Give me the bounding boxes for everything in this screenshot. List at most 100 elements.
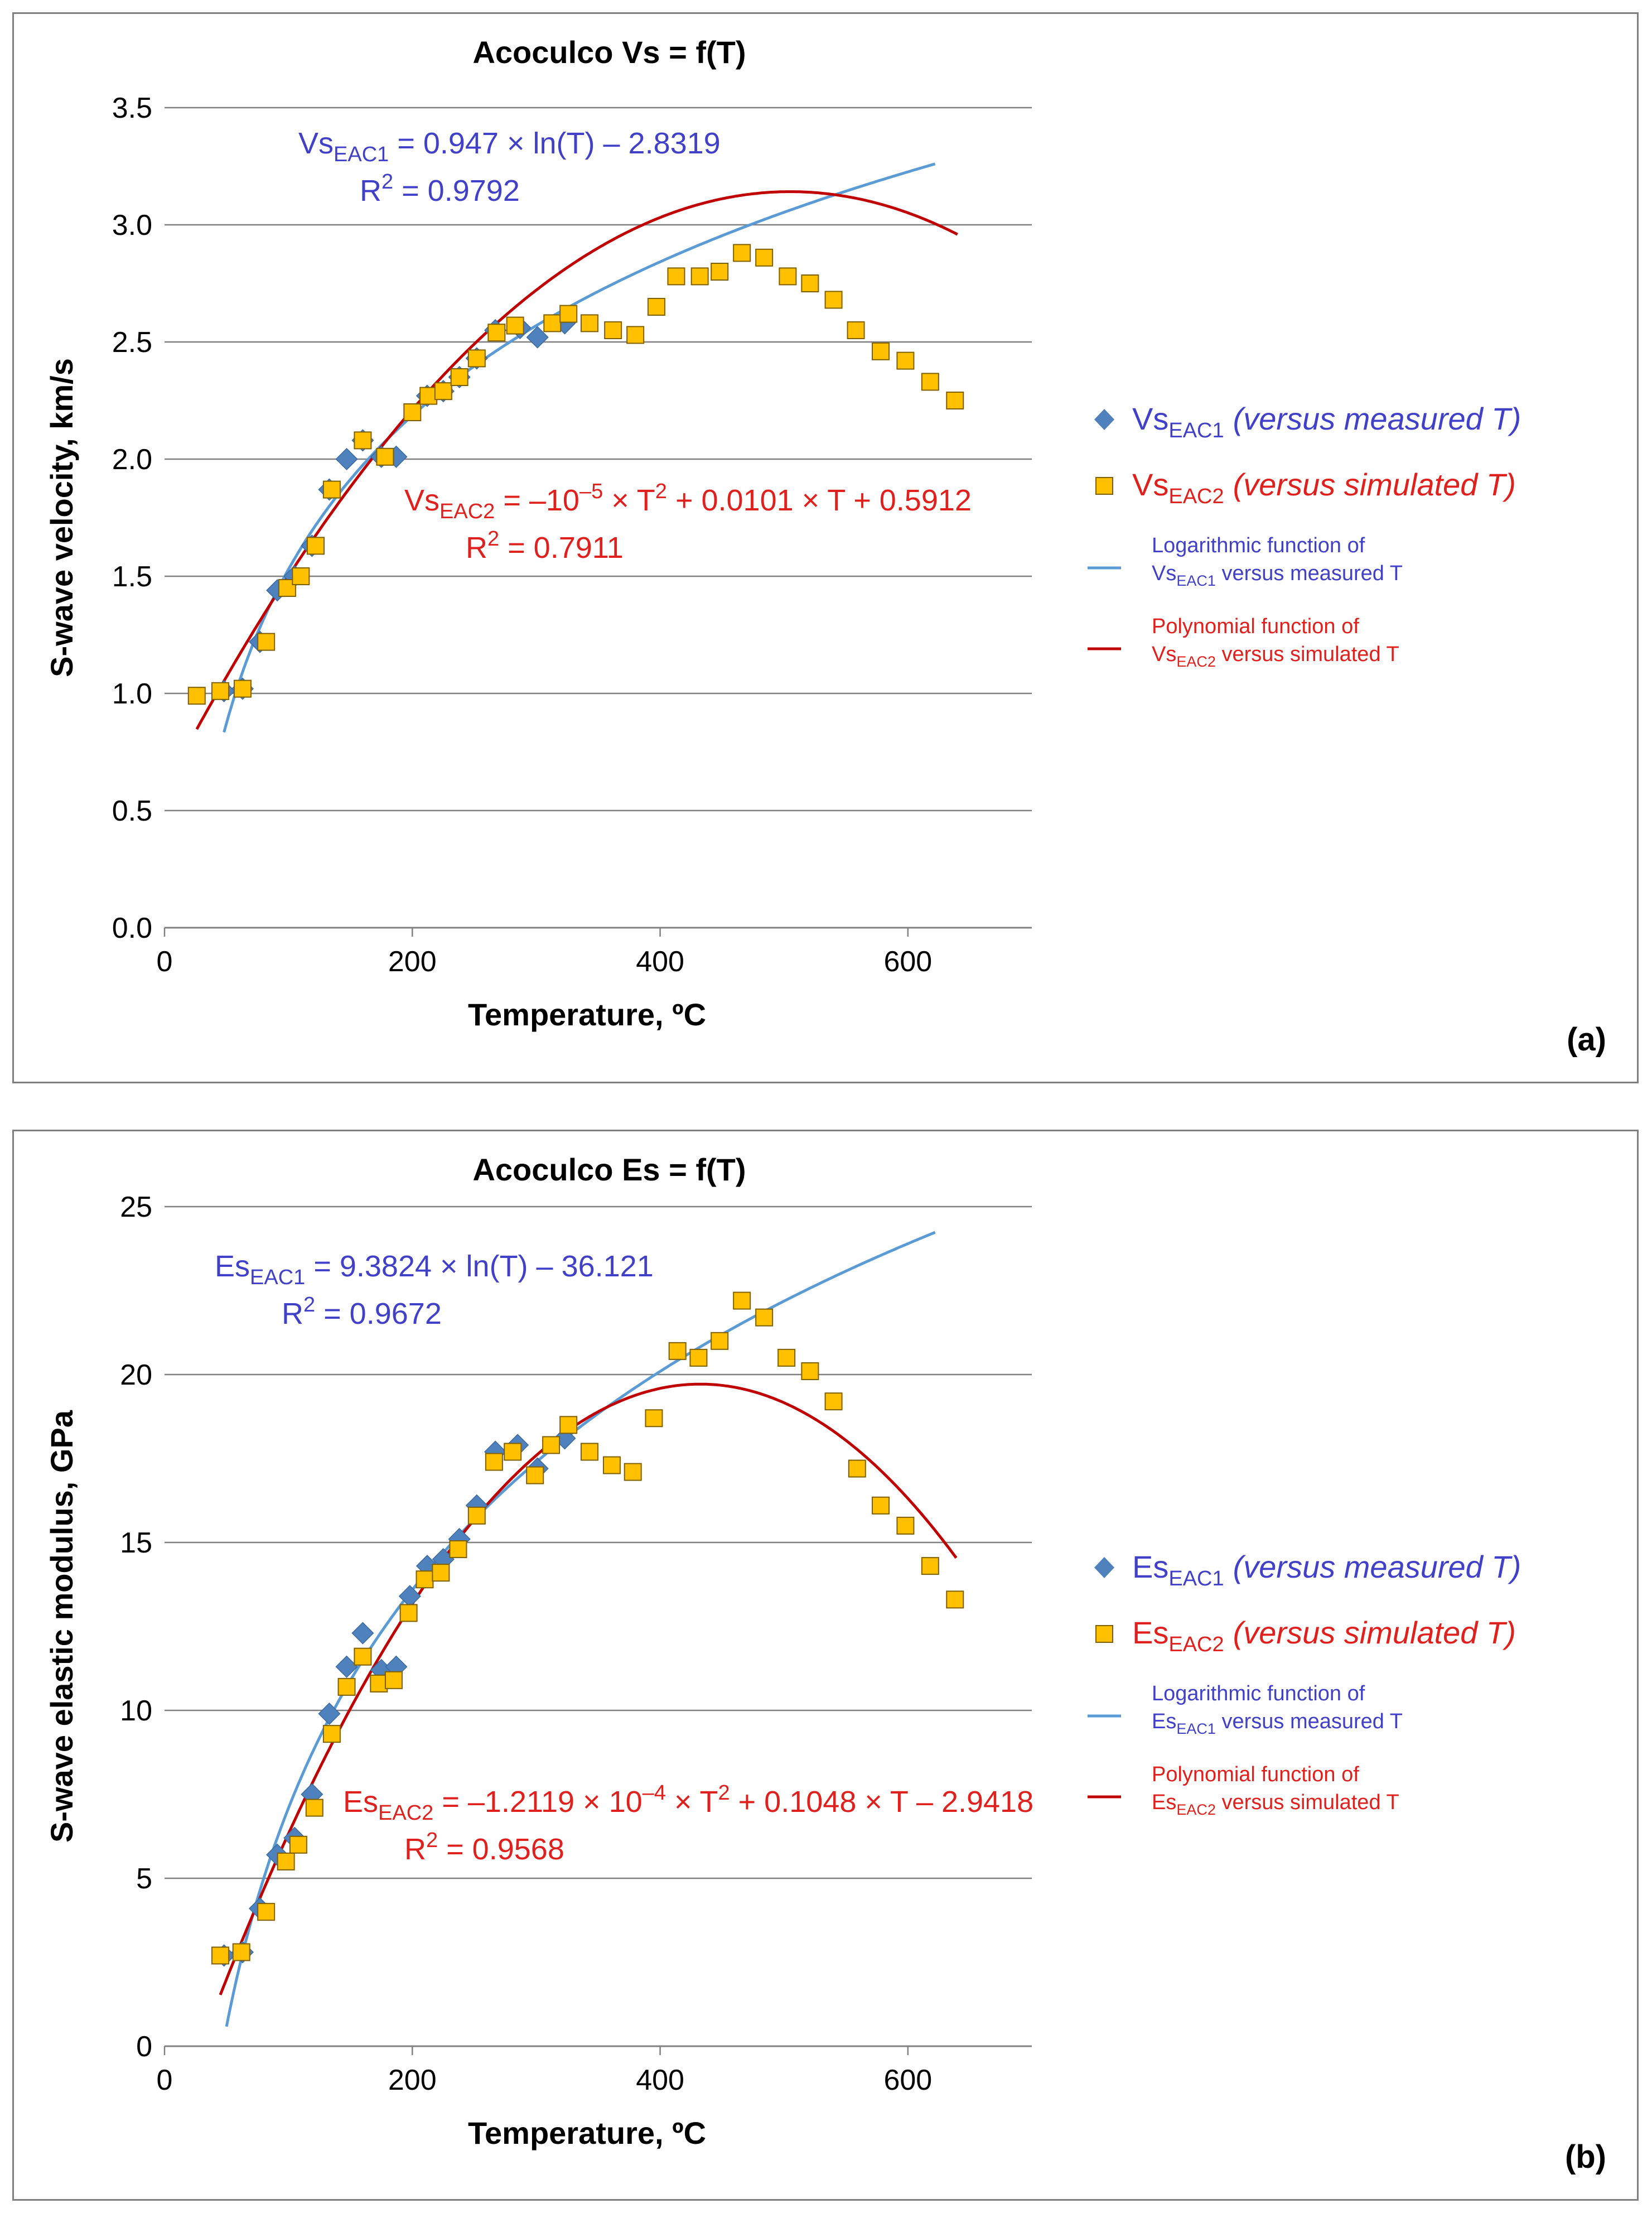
y-tick-label: 20 bbox=[120, 1359, 152, 1391]
legend-item-eac1: EsEAC1 (versus measured T) bbox=[1094, 1549, 1521, 1590]
legend-item-log-fit: Logarithmic function of VsEAC1 versus mea… bbox=[1088, 534, 1403, 589]
data-point-eac2 bbox=[211, 682, 229, 700]
x-tick-label: 600 bbox=[883, 946, 932, 978]
y-tick-label: 5 bbox=[136, 1863, 152, 1895]
data-point-eac2 bbox=[668, 1342, 687, 1360]
data-point-eac2 bbox=[733, 244, 751, 262]
data-point-eac2 bbox=[946, 392, 964, 409]
data-point-eac2 bbox=[432, 1564, 450, 1582]
equation-line: EsEAC1 = 9.3824 × ln(T) – 36.121 bbox=[215, 1250, 654, 1289]
legend-square-marker bbox=[1095, 477, 1113, 495]
y-tick-label: 0.5 bbox=[112, 795, 152, 827]
data-point-eac1 bbox=[335, 447, 358, 471]
data-point-eac2 bbox=[485, 1453, 503, 1471]
data-point-eac2 bbox=[399, 1604, 418, 1622]
data-point-eac2 bbox=[449, 1540, 467, 1559]
data-point-eac2 bbox=[624, 1463, 642, 1481]
equation-line: VsEAC1 = 0.947 × ln(T) – 2.8319 bbox=[298, 127, 721, 166]
data-point-eac2 bbox=[711, 263, 729, 281]
panel-label: (a) bbox=[1567, 1021, 1606, 1058]
data-point-eac2 bbox=[801, 1362, 819, 1380]
y-tick-label: 2.0 bbox=[112, 443, 152, 476]
y-tick-label: 3.5 bbox=[112, 92, 152, 124]
y-tick-label: 3.0 bbox=[112, 209, 152, 242]
data-point-eac2 bbox=[467, 1506, 486, 1525]
r-squared-line: R2 = 0.9792 bbox=[360, 170, 520, 208]
log-fit-line bbox=[225, 1231, 936, 2027]
data-point-eac2 bbox=[257, 633, 276, 651]
legend-fit-line2: EsEAC2 versus simulated T bbox=[1152, 1791, 1399, 1818]
data-point-eac2 bbox=[506, 316, 524, 335]
r-squared-line: R2 = 0.9568 bbox=[404, 1829, 564, 1866]
data-point-eac2 bbox=[580, 1443, 598, 1461]
legend-fit-line1: Polynomial function of bbox=[1152, 615, 1359, 638]
data-point-eac2 bbox=[307, 537, 325, 555]
legend-fit-line1: Logarithmic function of bbox=[1152, 534, 1365, 557]
legend-item-eac2: VsEAC2 (versus simulated T) bbox=[1095, 467, 1516, 508]
y-tick-label: 1.5 bbox=[112, 561, 152, 593]
data-point-eac2 bbox=[559, 305, 578, 323]
data-point-eac2 bbox=[292, 567, 310, 585]
r-squared-line: R2 = 0.9672 bbox=[282, 1293, 442, 1330]
x-axis-label: Temperature, ºC bbox=[468, 997, 706, 1032]
log-fit-line bbox=[223, 162, 936, 733]
poly-fit-line bbox=[219, 1382, 958, 1995]
legend-item-poly-fit: Polynomial function of VsEAC2 versus simu… bbox=[1088, 615, 1399, 670]
data-point-eac2 bbox=[755, 248, 774, 267]
y-tick-label: 0.0 bbox=[112, 912, 152, 944]
y-axis-label: S-wave elastic modulus, GPa bbox=[44, 1410, 79, 1843]
equation-line: VsEAC2 = –10–5 × T2 + 0.0101 × T + 0.591… bbox=[404, 480, 972, 523]
y-axis-label: S-wave velocity, km/s bbox=[44, 358, 79, 677]
legend-item-log-fit: Logarithmic function of EsEAC1 versus mea… bbox=[1088, 1682, 1403, 1737]
data-point-eac2 bbox=[801, 274, 819, 292]
data-point-eac2 bbox=[824, 1392, 843, 1411]
data-point-eac2 bbox=[848, 1459, 866, 1478]
data-point-eac2 bbox=[847, 321, 865, 339]
data-point-eac2 bbox=[354, 1647, 372, 1666]
data-point-eac2 bbox=[384, 1671, 403, 1689]
data-point-eac2 bbox=[921, 1557, 939, 1575]
data-point-eac2 bbox=[322, 1725, 341, 1743]
chart-panel-b: Acoculco Es = f(T) 0 5 10 15 20 25 0 200 400 600 Te… bbox=[12, 1130, 1639, 2201]
legend-fit-line1: Polynomial function of bbox=[1152, 1763, 1359, 1786]
legend-fit-line2: VsEAC2 versus simulated T bbox=[1152, 643, 1399, 670]
data-point-eac2 bbox=[278, 579, 296, 597]
data-point-eac2 bbox=[187, 687, 206, 705]
y-tick-label: 25 bbox=[120, 1191, 152, 1223]
data-point-eac1 bbox=[318, 1702, 341, 1725]
data-point-eac2 bbox=[211, 1946, 229, 1965]
x-tick-label: 200 bbox=[388, 2064, 437, 2096]
r-squared-line: R2 = 0.7911 bbox=[466, 527, 624, 565]
y-tick-label: 15 bbox=[120, 1527, 152, 1559]
data-point-eac2 bbox=[526, 1466, 544, 1484]
data-point-eac2 bbox=[604, 321, 622, 339]
legend-fit-line1: Logarithmic function of bbox=[1152, 1682, 1365, 1705]
data-point-eac2 bbox=[450, 368, 468, 386]
log-fit-equation: VsEAC1 = 0.947 × ln(T) – 2.8319 R2 = 0.97… bbox=[298, 127, 721, 208]
data-point-eac2 bbox=[305, 1799, 323, 1817]
data-point-eac2 bbox=[824, 291, 843, 309]
chart-title: Acoculco Vs = f(T) bbox=[472, 35, 746, 70]
legend: EsEAC1 (versus measured T) EsEAC2 (versus s… bbox=[1088, 1549, 1521, 1818]
data-point-eac2 bbox=[602, 1456, 621, 1474]
data-point-eac2 bbox=[896, 1516, 915, 1535]
y-tick-label: 2.5 bbox=[112, 326, 152, 359]
data-point-eac2 bbox=[542, 1436, 561, 1454]
data-point-eac2 bbox=[559, 1416, 578, 1434]
log-fit-equation: EsEAC1 = 9.3824 × ln(T) – 36.121 R2 = 0.9… bbox=[215, 1250, 654, 1330]
legend-diamond-marker bbox=[1094, 1557, 1114, 1578]
data-point-eac2 bbox=[487, 324, 506, 342]
data-point-eac2 bbox=[543, 314, 562, 332]
data-point-eac2 bbox=[434, 382, 452, 401]
y-tick-label: 0 bbox=[136, 2031, 152, 2063]
data-point-eac1 bbox=[526, 326, 549, 349]
data-point-eac2 bbox=[416, 1570, 434, 1589]
x-tick-label: 0 bbox=[157, 946, 173, 978]
poly-fit-equation: EsEAC2 = –1.2119 × 10–4 × T2 + 0.1048 × … bbox=[343, 1781, 1033, 1866]
data-point-eac2 bbox=[354, 431, 372, 450]
data-point-eac2 bbox=[467, 349, 486, 368]
data-point-eac2 bbox=[504, 1443, 522, 1461]
x-tick-label: 200 bbox=[388, 946, 437, 978]
data-point-eac2 bbox=[370, 1674, 388, 1693]
poly-fit-line bbox=[195, 190, 958, 730]
